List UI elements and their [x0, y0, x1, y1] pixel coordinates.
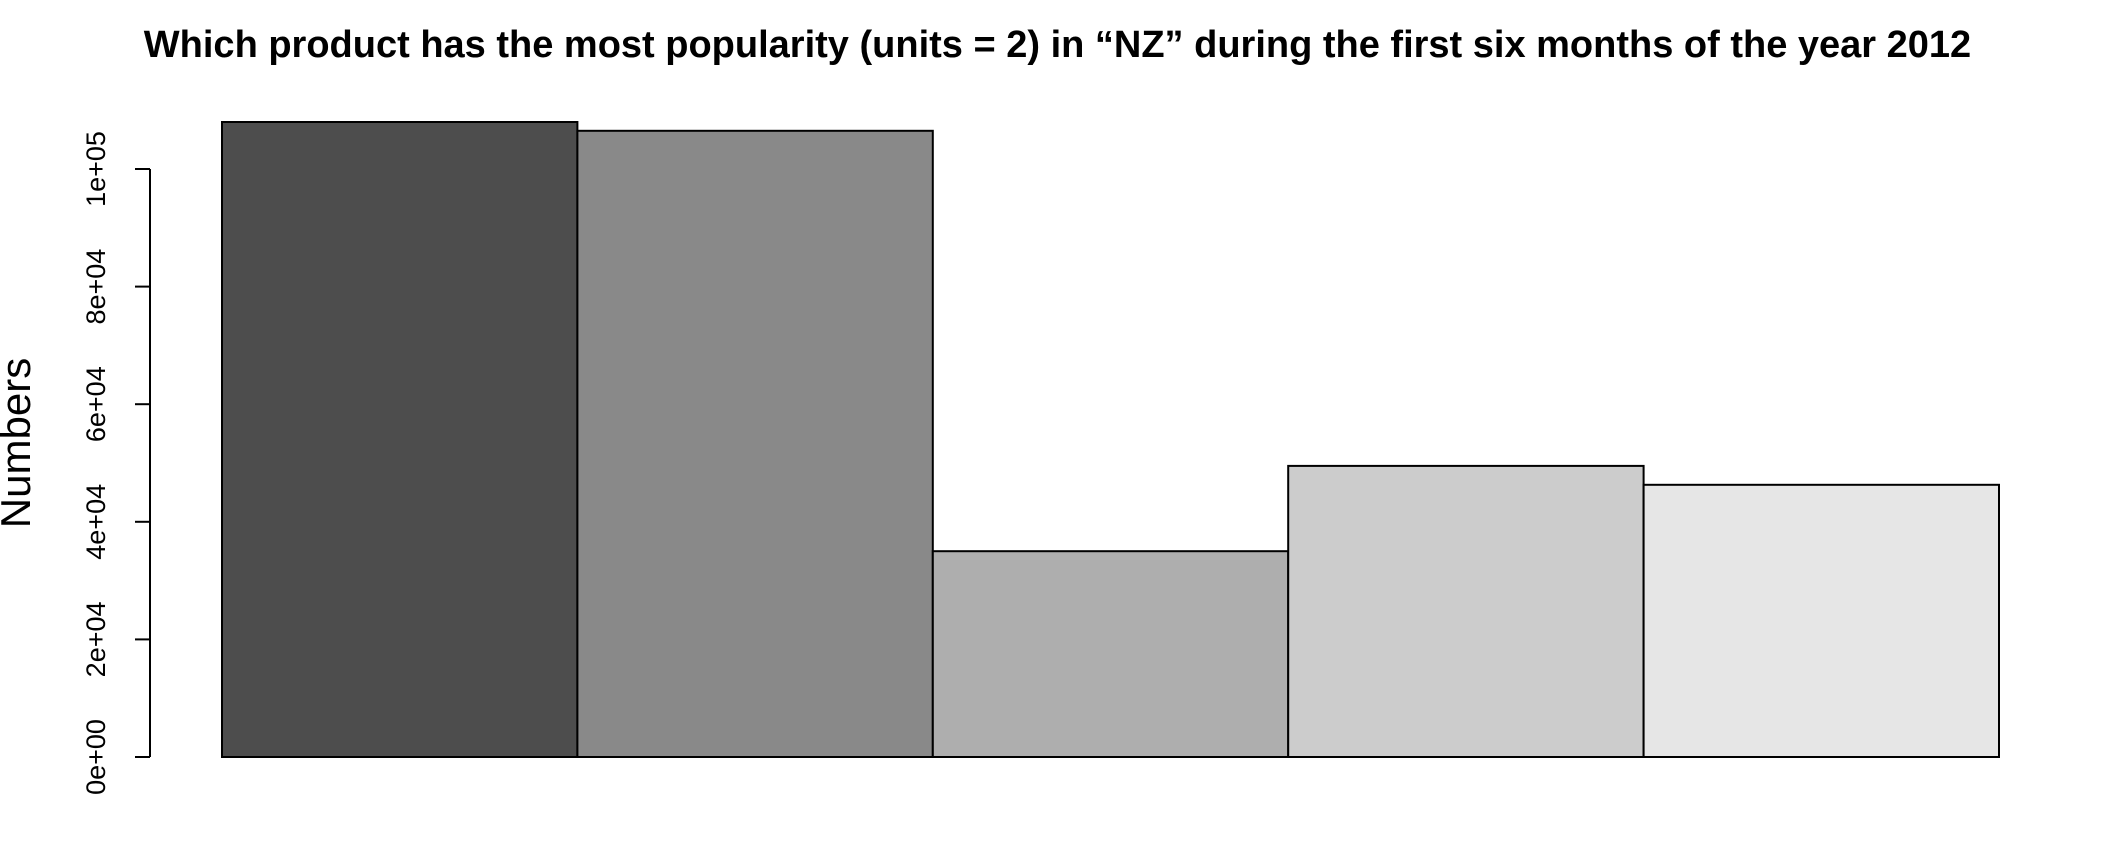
bar-4	[1287, 464, 1645, 758]
bar-2	[576, 129, 934, 759]
y-tick-label: 4e+04	[81, 484, 111, 560]
bar-3	[931, 550, 1290, 759]
y-axis-label: Numbers	[0, 358, 39, 528]
y-tick-label: 2e+04	[81, 601, 111, 677]
bar-5	[1642, 483, 2000, 758]
y-tick-label: 6e+04	[81, 366, 111, 442]
bar-1	[221, 121, 579, 758]
y-axis: 0e+00 2e+04 4e+04 6e+04 8e+04 1e+05	[81, 131, 151, 795]
y-tick-label: 1e+05	[81, 131, 111, 207]
bars-layer	[221, 121, 2000, 759]
chart-title: Which product has the most popularity (u…	[143, 24, 1972, 66]
y-tick-label: 8e+04	[81, 249, 111, 325]
y-tick-label: 0e+00	[81, 719, 111, 795]
